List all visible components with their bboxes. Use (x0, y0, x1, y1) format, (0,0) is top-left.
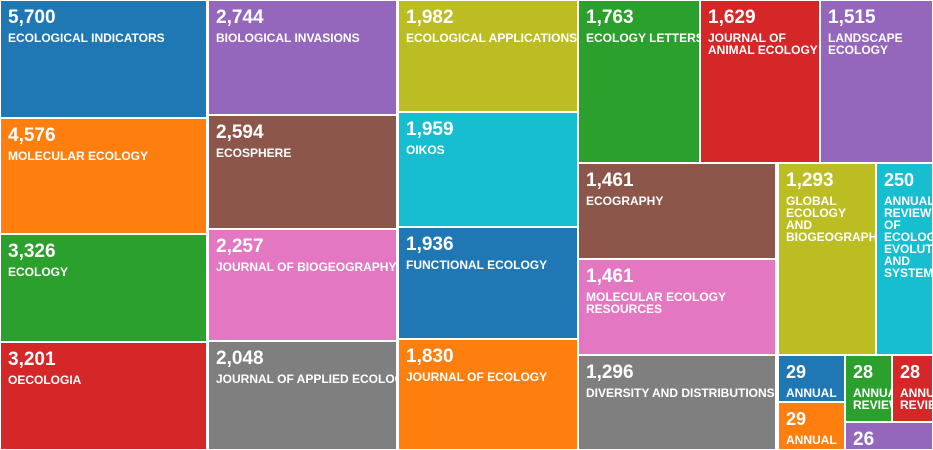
tile-value-label: 4,576 (8, 125, 56, 146)
tile-category-label: LANDSCAPE ECOLOGY (828, 31, 903, 57)
tile-value-label: 3,326 (8, 241, 56, 262)
tile-category-label: ECOSPHERE (216, 146, 292, 160)
tile-category-label: ECOLOGICAL INDICATORS (8, 31, 165, 45)
treemap-tile-oikos-9[interactable]: 1,959 OIKOS (399, 113, 577, 226)
tile-value-label: 1,461 (586, 170, 634, 191)
tile-value-label: 26 (853, 429, 875, 449)
tile-value-label: 29 (786, 362, 807, 382)
tile-category-label: ANNUAL REVIEW OF ECOLOGY EVOLUTION AND S… (884, 194, 932, 280)
tile-value-label: 1,515 (828, 7, 876, 28)
tile-category-label: MOLECULAR ECOLOGY RESOURCES (586, 290, 726, 316)
treemap-tile-global-ecology-and-biogeography-18[interactable]: 1,293 GLOBAL ECOLOGY AND BIOGEOGRAPHY (779, 164, 875, 354)
tile-category-label: ECOLOGY LETTERS (586, 31, 699, 45)
tile-value-label: 2,744 (216, 7, 264, 28)
tile-category-label: GLOBAL ECOLOGY AND BIOGEOGRAPHY (786, 194, 875, 244)
treemap-tile-ecography-15[interactable]: 1,461 ECOGRAPHY (579, 164, 775, 258)
tile-category-label: ECOLOGY (8, 265, 69, 279)
treemap-tile-biological-invasions-4[interactable]: 2,744 BIOLOGICAL INVASIONS (209, 1, 396, 114)
treemap-tile-annual-20[interactable]: 29 ANNUAL (779, 356, 844, 401)
treemap-tile-annual-review-23[interactable]: 28 ANNUAL REVIEW (893, 356, 932, 421)
tile-category-label: JOURNAL OF BIOGEOGRAPHY (216, 260, 396, 274)
tile-category-label: JOURNAL OF APPLIED ECOLOGY (216, 372, 396, 386)
tile-value-label: 5,700 (8, 7, 56, 28)
treemap-tile-molecular-ecology-resources-16[interactable]: 1,461 MOLECULAR ECOLOGY RESOURCES (579, 260, 775, 354)
tile-value-label: 29 (786, 409, 807, 429)
tile-category-label: ANNUAL (786, 433, 837, 447)
tile-category-label: OECOLOGIA (8, 373, 82, 387)
treemap-tile-molecular-ecology-1[interactable]: 4,576 MOLECULAR ECOLOGY (1, 119, 206, 233)
tile-category-label: JOURNAL OF ECOLOGY (406, 370, 548, 384)
treemap-tile-annual-review-of-ecology-evolution-and-systematics-19[interactable]: 250 ANNUAL REVIEW OF ECOLOGY EVOLUTION AN… (877, 164, 932, 354)
tile-category-label: FUNCTIONAL ECOLOGY (406, 258, 548, 272)
tile-category-label: JOURNAL OF ANIMAL ECOLOGY (708, 31, 818, 57)
tile-value-label: 1,982 (406, 7, 454, 28)
treemap-tile-functional-ecology-10[interactable]: 1,936 FUNCTIONAL ECOLOGY (399, 228, 577, 338)
tile-value-label: 1,461 (586, 266, 634, 287)
treemap-tile-ecology-letters-12[interactable]: 1,763 ECOLOGY LETTERS (579, 1, 699, 162)
tile-category-label: ANNUAL REVIEW (900, 386, 932, 412)
tile-category-label: ECOGRAPHY (586, 194, 664, 208)
tile-value-label: 1,293 (786, 170, 834, 191)
tile-value-label: 1,763 (586, 7, 634, 28)
tile-category-label: ANNUAL REVIEW (853, 386, 891, 412)
tile-value-label: 3,201 (8, 349, 56, 370)
treemap-tile-annual-21[interactable]: 29 ANNUAL (779, 403, 844, 449)
tile-value-label: 28 (900, 362, 921, 382)
tile-value-label: 2,257 (216, 236, 264, 257)
tile-value-label: 1,936 (406, 234, 454, 255)
tile-category-label: OIKOS (406, 143, 445, 157)
treemap-tile-landscape-ecology-14[interactable]: 1,515 LANDSCAPE ECOLOGY (821, 1, 932, 162)
tile-value-label: 1,830 (406, 346, 454, 367)
tile-value-label: 2,048 (216, 348, 264, 369)
treemap-tile-unlabeled-24[interactable]: 26 (846, 423, 932, 449)
tile-value-label: 1,629 (708, 7, 756, 28)
treemap-tile-annual-review-22[interactable]: 28 ANNUAL REVIEW (846, 356, 891, 421)
tile-value-label: 250 (884, 170, 915, 190)
treemap-tile-ecological-indicators-0[interactable]: 5,700 ECOLOGICAL INDICATORS (1, 1, 206, 117)
treemap-tile-diversity-and-distributions-17[interactable]: 1,296 DIVERSITY AND DISTRIBUTIONS (579, 356, 775, 449)
treemap-tile-journal-of-biogeography-6[interactable]: 2,257 JOURNAL OF BIOGEOGRAPHY (209, 230, 396, 340)
tile-category-label: BIOLOGICAL INVASIONS (216, 31, 360, 45)
tile-category-label: MOLECULAR ECOLOGY (8, 149, 148, 163)
tile-value-label: 28 (853, 362, 874, 382)
tile-value-label: 2,594 (216, 122, 264, 143)
tile-category-label: DIVERSITY AND DISTRIBUTIONS (586, 386, 775, 400)
treemap-tile-journal-of-ecology-11[interactable]: 1,830 JOURNAL OF ECOLOGY (399, 340, 577, 449)
treemap-tile-ecosphere-5[interactable]: 2,594 ECOSPHERE (209, 116, 396, 228)
treemap-tile-ecological-applications-8[interactable]: 1,982 ECOLOGICAL APPLICATIONS (399, 1, 577, 111)
tile-category-label: ANNUAL (786, 386, 837, 400)
tile-value-label: 1,959 (406, 119, 454, 140)
treemap-tile-journal-of-animal-ecology-13[interactable]: 1,629 JOURNAL OF ANIMAL ECOLOGY (701, 1, 819, 162)
tile-category-label: ECOLOGICAL APPLICATIONS (406, 31, 577, 45)
tile-value-label: 1,296 (586, 362, 634, 383)
treemap-tile-oecologia-3[interactable]: 3,201 OECOLOGIA (1, 343, 206, 449)
treemap-tile-ecology-2[interactable]: 3,326 ECOLOGY (1, 235, 206, 341)
treemap-tile-journal-of-applied-ecology-7[interactable]: 2,048 JOURNAL OF APPLIED ECOLOGY (209, 342, 396, 449)
